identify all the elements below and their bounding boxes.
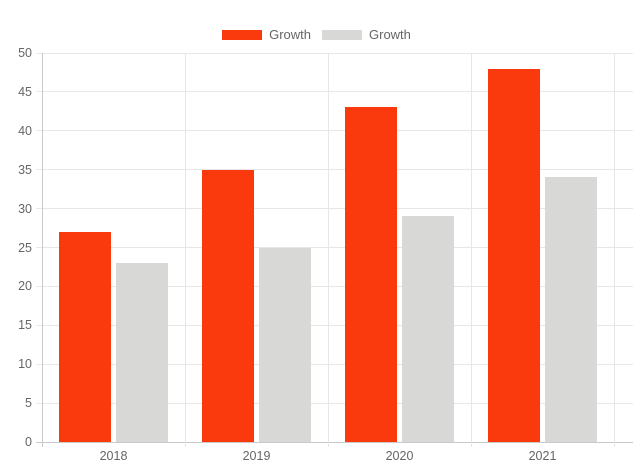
y-gridline	[36, 285, 633, 287]
legend-label: Growth	[369, 27, 411, 42]
y-gridline	[36, 247, 633, 248]
legend-label: Growth	[269, 27, 311, 42]
bar-growth-2019[interactable]	[259, 247, 311, 442]
y-axis-tick-label: 50	[18, 46, 32, 60]
y-gridline	[36, 52, 633, 54]
x-axis-tick-label: 2019	[242, 449, 271, 463]
bar-growth-2020[interactable]	[345, 107, 397, 442]
x-gridline	[327, 53, 329, 447]
y-axis-tick-label: 0	[25, 435, 32, 449]
y-axis-tick-label: 5	[25, 396, 32, 411]
bar-growth-2021[interactable]	[488, 68, 540, 442]
y-axis-tick-label: 20	[18, 279, 32, 294]
y-gridline	[36, 363, 633, 365]
y-axis-tick-label: 15	[18, 318, 32, 333]
legend-item[interactable]: Growth	[322, 26, 411, 44]
legend-swatch-icon	[222, 30, 263, 40]
y-gridline	[36, 208, 633, 210]
bar-growth-2018[interactable]	[116, 263, 168, 442]
bar-growth-2019[interactable]	[202, 169, 254, 442]
y-axis-tick-label: 35	[18, 162, 32, 177]
legend: Growth Growth	[0, 26, 633, 44]
legend-swatch-icon	[322, 30, 362, 40]
y-axis-tick-label: 10	[18, 357, 32, 372]
legend-item[interactable]: Growth	[222, 26, 311, 44]
x-gridline	[613, 53, 615, 447]
y-axis-tick-label: 45	[18, 84, 32, 99]
x-axis-tick-label: 2018	[99, 449, 128, 463]
y-axis-line	[41, 53, 43, 447]
y-gridline	[36, 402, 633, 404]
x-axis-tick-label: 2021	[528, 449, 557, 463]
y-axis-tick-label: 40	[18, 123, 32, 138]
x-gridline	[184, 53, 186, 447]
y-gridline	[36, 324, 633, 326]
y-gridline	[36, 441, 633, 443]
x-axis-tick-label: 2020	[385, 449, 414, 463]
y-gridline	[36, 169, 633, 171]
y-gridline	[36, 91, 633, 93]
bar-growth-2021[interactable]	[545, 177, 597, 442]
bar-growth-2020[interactable]	[402, 216, 454, 442]
bar-growth-2018[interactable]	[59, 231, 111, 442]
y-axis-tick-label: 25	[18, 240, 32, 255]
y-axis-tick-label: 30	[18, 201, 32, 216]
y-gridline	[36, 130, 633, 132]
x-gridline	[470, 53, 472, 447]
